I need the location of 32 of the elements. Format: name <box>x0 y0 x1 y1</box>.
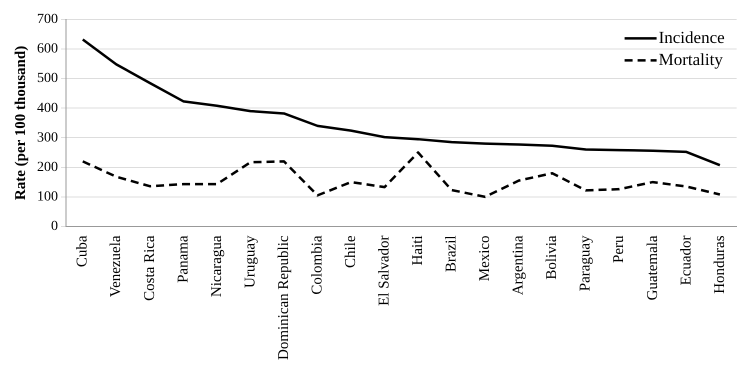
x-tick-label: Colombia <box>309 235 326 295</box>
x-tick-label: Chile <box>342 235 359 268</box>
x-tick-label: Uruguay <box>242 234 258 288</box>
legend-label: Mortality <box>658 50 724 69</box>
y-tick-label: 300 <box>37 130 58 146</box>
x-tick-label: Cuba <box>74 235 91 268</box>
x-tick-label: El Salvador <box>376 235 393 306</box>
x-tick-label: Mexico <box>477 235 494 282</box>
x-tick-label: Panama <box>175 235 192 283</box>
y-tick-label: 700 <box>37 12 58 28</box>
x-tick-label: Dominican Republic <box>276 235 292 360</box>
y-tick-label: 200 <box>37 160 58 175</box>
x-tick-label: Nicaragua <box>208 235 225 298</box>
y-tick-label: 0 <box>51 219 58 234</box>
y-axis-title: Rate (per 100 thousand) <box>12 46 29 200</box>
x-tick-label: Paraguay <box>578 234 594 292</box>
x-tick-label: Guatemala <box>644 235 661 300</box>
y-tick-label: 600 <box>37 42 58 57</box>
y-tick-label: 500 <box>37 71 58 86</box>
x-tick-label: Bolivia <box>544 235 560 280</box>
y-tick-label: 100 <box>37 190 58 205</box>
x-tick-label: Costa Rica <box>142 235 158 301</box>
x-tick-label: Honduras <box>712 235 728 294</box>
x-tick-label: Brazil <box>444 235 460 272</box>
x-tick-label: Haiti <box>410 235 426 266</box>
x-tick-label: Ecuador <box>678 235 694 286</box>
x-tick-label: Peru <box>611 234 628 263</box>
x-tick-label: Argentina <box>510 235 527 296</box>
legend-label: Incidence <box>658 28 725 47</box>
y-tick-label: 400 <box>37 100 58 116</box>
line-series <box>82 151 722 198</box>
x-tick-label: Venezuela <box>108 235 124 298</box>
